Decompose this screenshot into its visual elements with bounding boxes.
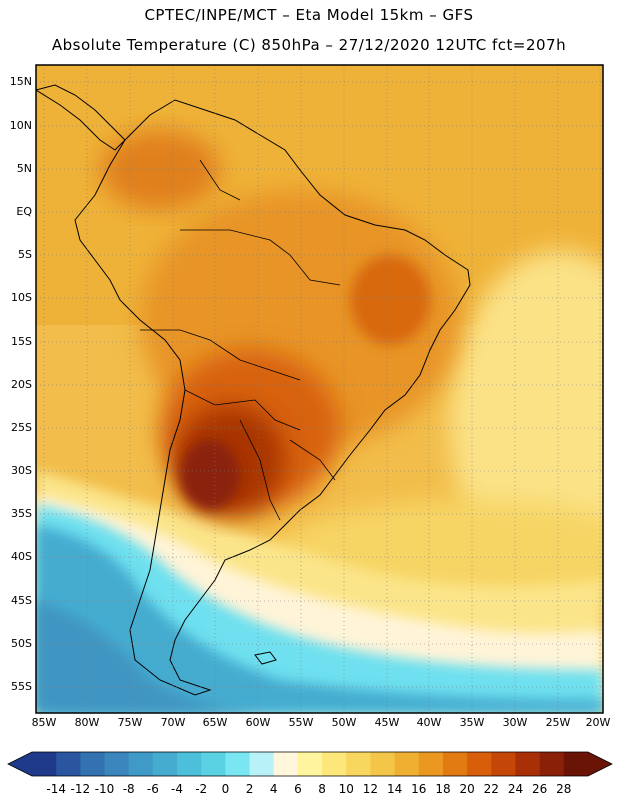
legend-arrow-high [588,752,612,776]
legend-label: 16 [411,782,427,796]
lat-label: 30S [11,464,32,477]
coastline-central-america [36,84,126,151]
legend-arrow-low [8,752,32,776]
lon-label: 55W [288,716,314,729]
legend-label: 20 [459,782,475,796]
legend-swatch [370,752,396,776]
legend-label: 14 [386,782,403,796]
legend-label: 8 [318,782,326,796]
coastline-south-america [74,99,471,696]
legend-label: -6 [146,782,159,796]
legend-swatch [394,752,420,776]
lat-label: 25S [11,421,32,434]
legend-label: 24 [507,782,524,796]
lon-label: 60W [245,716,271,729]
lat-label: EQ [16,205,32,218]
lat-label: 50S [11,637,32,650]
legend-swatch [128,752,154,776]
legend-label: 12 [362,782,379,796]
color-legend-bar [7,751,613,777]
legend-swatch [322,752,347,776]
legend-label: -8 [122,782,135,796]
lat-label: 45S [11,594,32,607]
lat-label: 55S [11,680,32,693]
lat-label: 15S [11,335,32,348]
lon-label: 75W [117,716,143,729]
legend-label: 22 [483,782,499,796]
lat-label: 35S [11,507,32,520]
lon-label: 85W [31,716,57,729]
legend-swatch [442,752,468,776]
lon-label: 30W [502,716,528,729]
legend-swatch [467,752,492,776]
grid-lines [36,65,603,713]
lon-label: 80W [74,716,100,729]
map-field [36,65,603,713]
legend-swatch [346,752,371,776]
legend-label: 28 [556,782,572,796]
legend-swatch [249,752,275,776]
legend-label: -4 [171,782,184,796]
legend-label: -12 [70,782,91,796]
legend-swatch [418,752,444,776]
lon-label: 40W [416,716,442,729]
legend-swatch [563,752,589,776]
legend-swatch [152,752,178,776]
lon-label: 50W [331,716,357,729]
legend-label: 10 [338,782,354,796]
lon-label: 25W [545,716,571,729]
legend-label: 4 [269,782,278,796]
country-borders [140,159,341,521]
legend-label: 0 [221,782,230,796]
lat-label: 5N [16,162,32,175]
chart-title-line2: Absolute Temperature (C) 850hPa – 27/12/… [51,36,567,54]
lat-label: 10N [9,119,32,132]
legend-swatch [515,752,541,776]
lon-label: 35W [459,716,485,729]
legend-swatch [56,752,81,776]
lat-label: 40S [11,550,32,563]
lat-label: 5S [18,248,32,261]
legend-label: 2 [245,782,254,796]
lat-label: 15N [9,75,32,88]
legend-label: -10 [94,782,115,796]
map-frame [35,64,604,714]
legend-swatch [225,752,251,776]
lon-label: 45W [374,716,400,729]
legend-swatch [201,752,226,776]
lon-label: 65W [202,716,228,729]
falkland-islands [254,651,277,665]
chart-title-line1: CPTEC/INPE/MCT – Eta Model 15km – GFS [144,6,474,24]
legend-swatch [297,752,323,776]
lat-label: 20S [11,378,32,391]
lon-label: 20W [585,716,611,729]
legend-swatch [104,752,130,776]
legend-swatch [32,752,57,776]
legend-swatch [273,752,299,776]
legend-swatch [80,752,106,776]
legend-swatch [491,752,516,776]
legend-swatch [539,752,565,776]
lon-label: 70W [160,716,186,729]
legend-label: 26 [532,782,548,796]
legend-label: 6 [294,782,302,796]
lat-label: 10S [11,291,32,304]
legend-label: 18 [435,782,451,796]
legend-swatch [177,752,202,776]
legend-label: -14 [46,782,66,796]
legend-label: -2 [195,782,208,796]
